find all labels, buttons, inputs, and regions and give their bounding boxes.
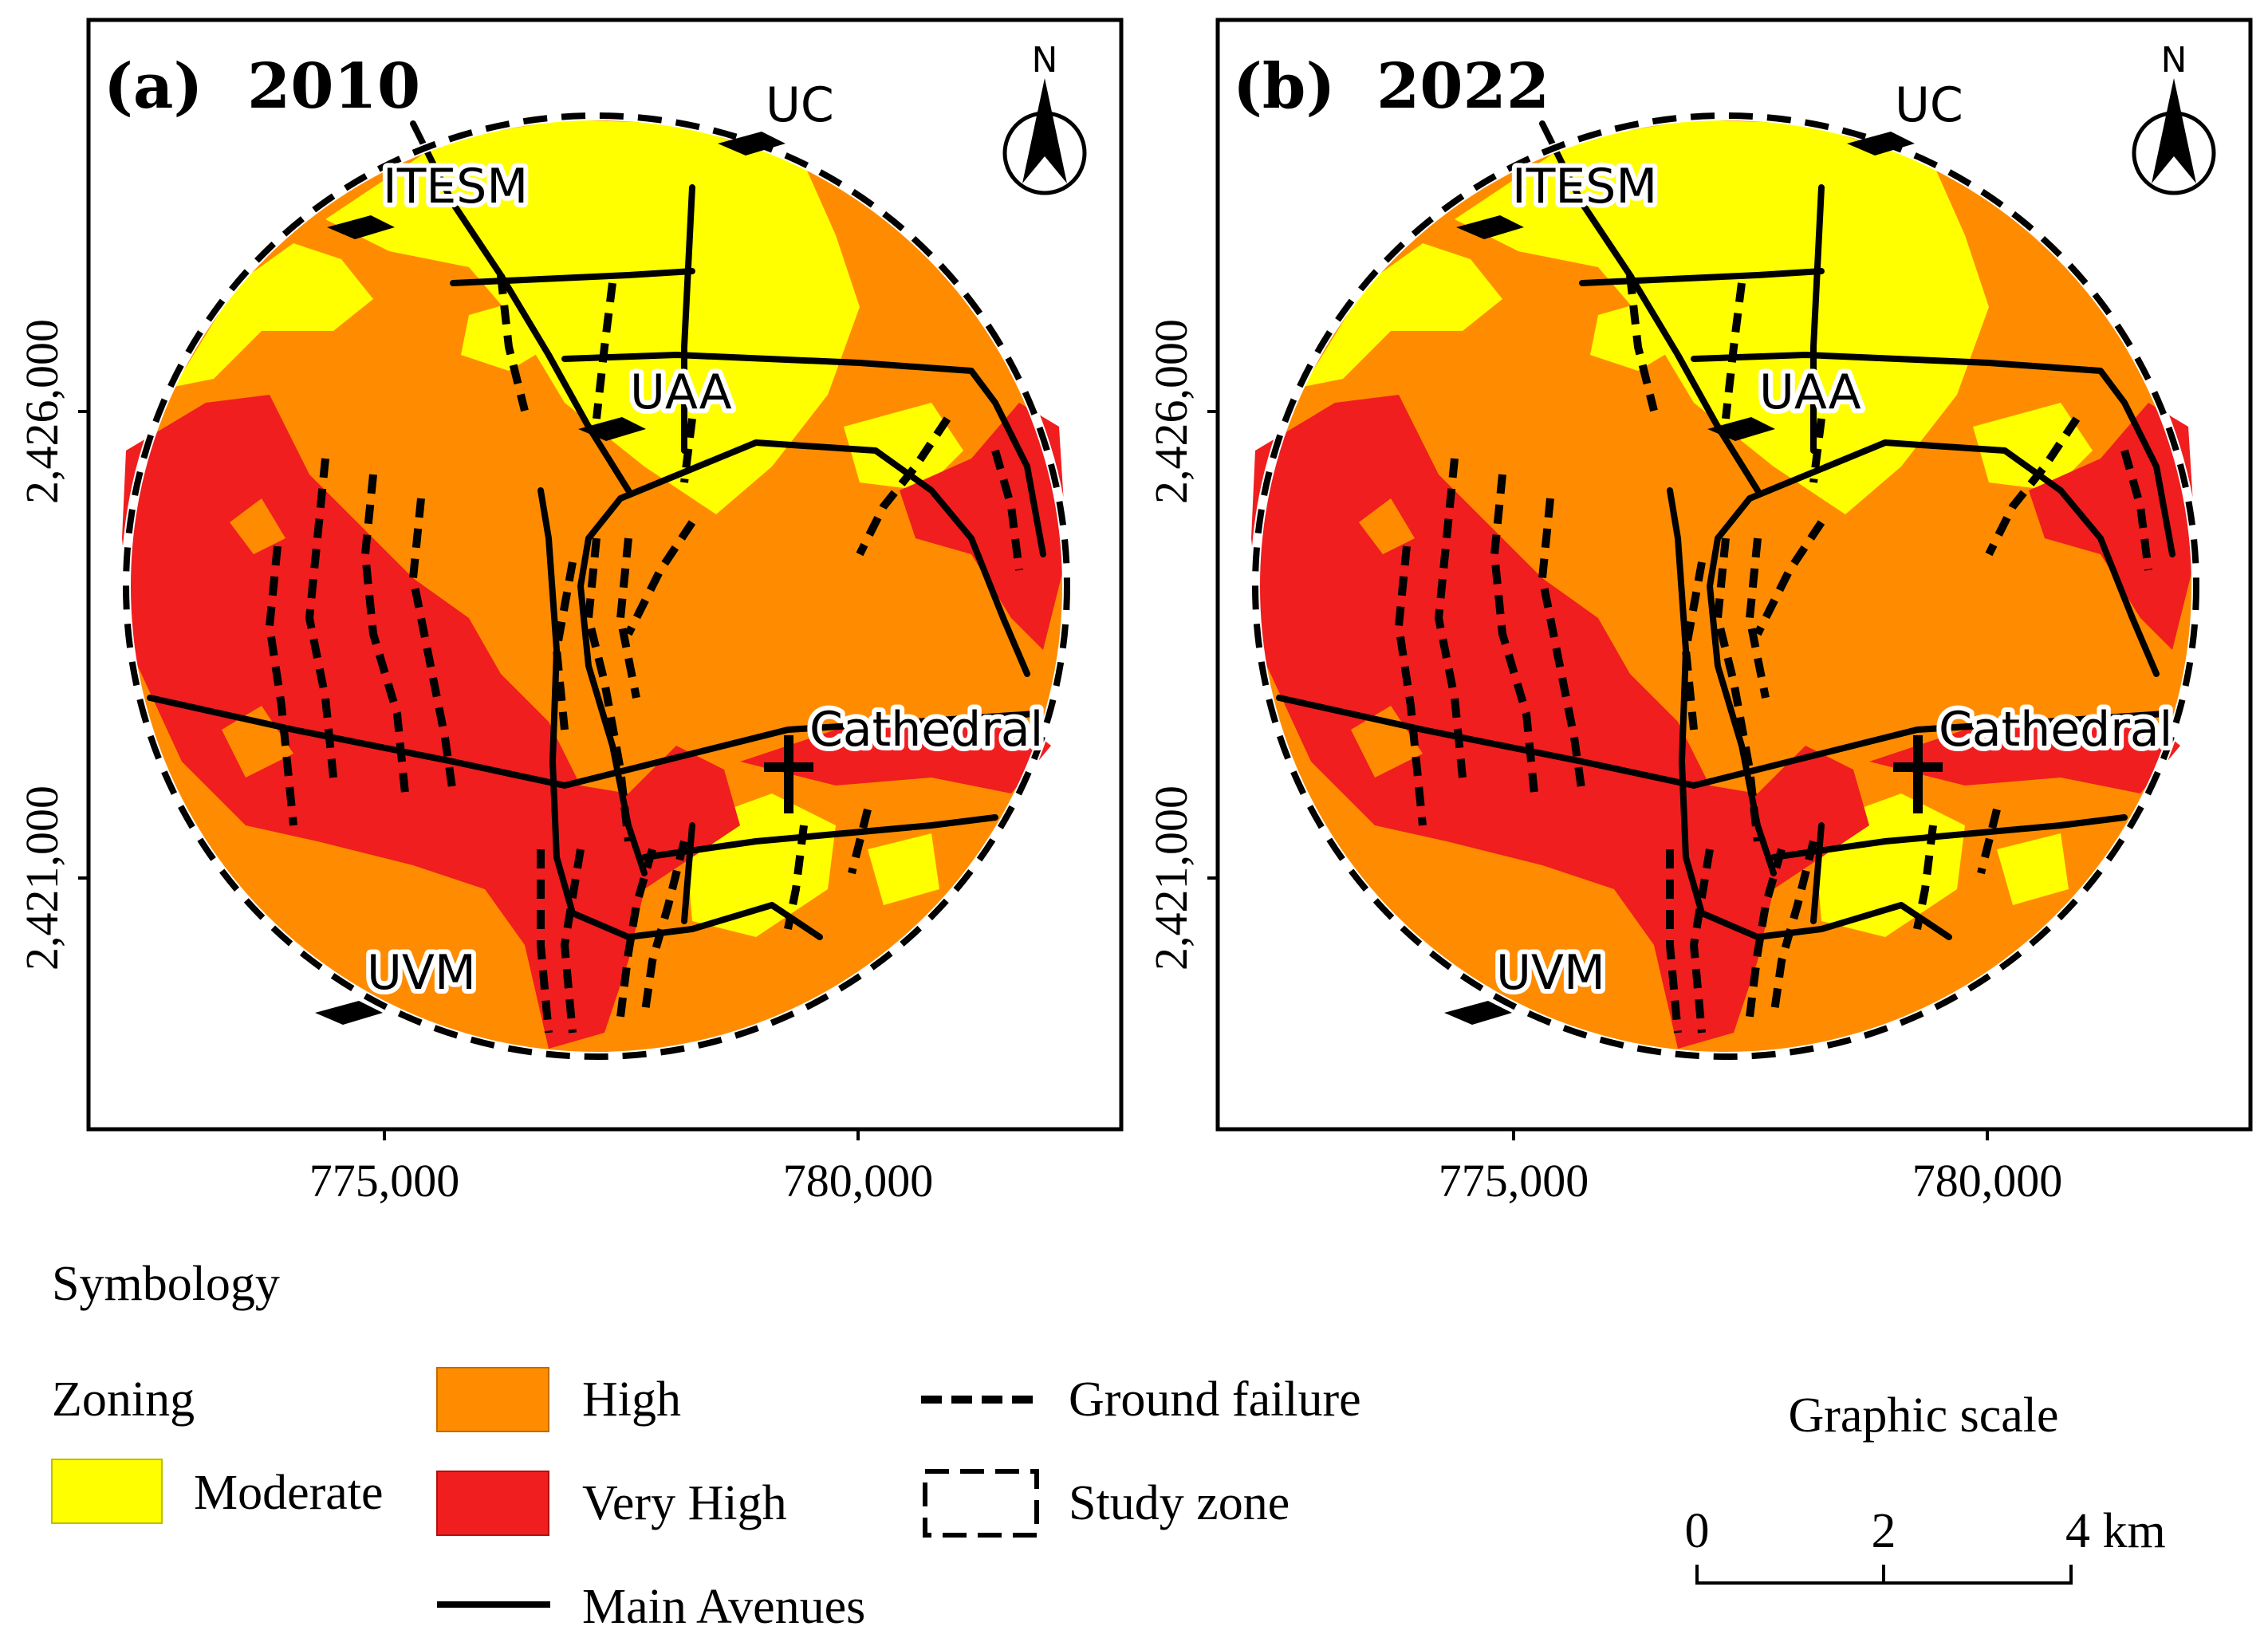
university-icon [718,132,786,156]
zoning-title: Zoning [52,1372,195,1427]
y-tick-label: 2,421,000 [16,786,68,971]
place-itesm: ITESM [1512,159,1657,215]
panel-label: (b) [1233,50,1335,123]
x-tick-label: 780,000 [1912,1155,2063,1207]
place-cathedral: Cathedral [1939,702,2172,758]
north-arrow-icon: N [1002,40,1087,195]
north-label: N [2161,40,2187,81]
panel-label: (a) [104,50,203,123]
cathedral-cross-icon [1893,735,1943,813]
legend-ground-failure: Ground failure [1069,1372,1361,1427]
north-arrow-icon: N [2132,40,2216,195]
place-itesm: ITESM [383,159,528,215]
map-panel-a: N (a) 2010 UC ITESM UAA Cathedral UVM 2,… [16,18,1124,1207]
university-icon [578,417,646,441]
university-icon [315,1001,383,1025]
north-label: N [1032,40,1058,81]
y-tick-label: 2,426,000 [1145,319,1197,504]
place-cathedral: Cathedral [809,702,1043,758]
legend-main-avenues: Main Avenues [582,1580,865,1634]
place-uvm: UVM [1496,945,1605,1001]
panel-year: 2010 [247,50,420,123]
legend-very-high: Very High [582,1476,787,1530]
university-icon [1456,215,1524,239]
map-panel-b: N (b) 2022 UC ITESM UAA Cathedral UVM 2,… [1145,18,2253,1207]
swatch-high [436,1367,549,1432]
study-zone-symbol [923,1469,1039,1538]
university-icon [1444,1001,1512,1025]
place-uc: UC [766,77,834,133]
panel-year: 2022 [1376,50,1549,123]
place-uaa: UAA [630,364,732,420]
scale-label: 2 [1872,1504,1896,1558]
x-tick-label: 780,000 [783,1155,934,1207]
place-uvm: UVM [367,945,476,1001]
graphic-scale: Graphic scale 0 2 4 km [1685,1388,2166,1585]
university-icon [1707,417,1775,441]
scale-label: 4 km [2065,1504,2166,1558]
legend-study-zone: Study zone [1069,1476,1290,1530]
university-icon [1847,132,1915,156]
y-tick-label: 2,426,000 [16,319,68,504]
x-tick-label: 775,000 [309,1155,460,1207]
university-icon [327,215,395,239]
legend: Symbology Zoning Moderate High Very High… [51,1257,1361,1634]
x-tick-label: 775,000 [1439,1155,1589,1207]
place-uaa: UAA [1759,364,1861,420]
scale-title: Graphic scale [1788,1388,2058,1443]
y-tick-label: 2,421,000 [1145,786,1197,971]
scale-label: 0 [1685,1504,1710,1558]
legend-moderate: Moderate [194,1466,384,1520]
swatch-very-high [436,1471,549,1536]
cathedral-cross-icon [764,735,813,813]
place-uc: UC [1895,77,1963,133]
legend-title: Symbology [52,1257,280,1311]
legend-high: High [582,1372,681,1427]
swatch-moderate [51,1459,163,1524]
